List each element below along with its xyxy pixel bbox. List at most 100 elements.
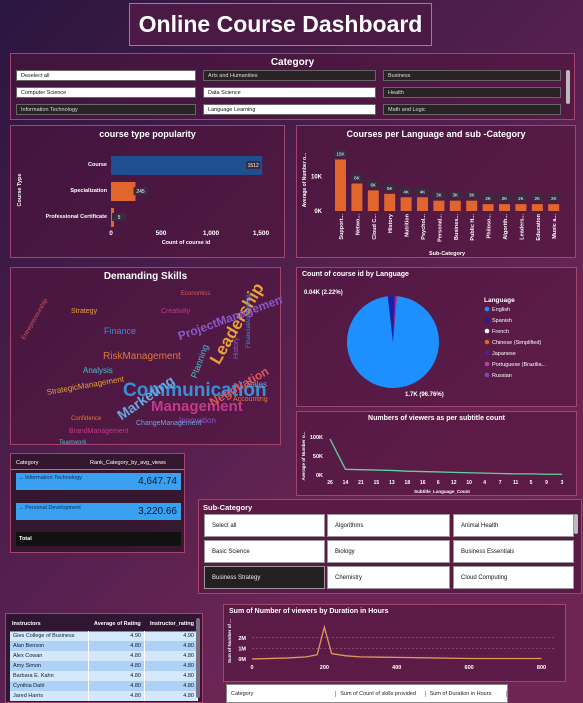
category-option-computer-science[interactable]: Computer Science [16, 87, 196, 98]
subcategory-option-chemistry[interactable]: Chemistry [327, 566, 450, 589]
duration-xtick: 600 [465, 665, 474, 671]
lang-bar [515, 204, 527, 211]
lang-data-label: 8K [354, 176, 360, 181]
lang-data-label: 4K [403, 189, 409, 194]
lang-data-label: 6K [371, 182, 377, 187]
ctp-bar [111, 156, 263, 175]
category-option-health[interactable]: Health [383, 87, 561, 98]
lang-category-label: Personal... [437, 214, 443, 242]
subcategory-option-animal-health[interactable]: Animal Health [453, 514, 574, 537]
instructors-row[interactable]: Barbara E. Kahn 4.80 4.80 [10, 671, 198, 681]
subcategory-scrollbar[interactable] [574, 514, 578, 534]
ctp-tick: 1,000 [203, 230, 220, 237]
pie-legend-marker [484, 306, 490, 312]
category-scrollbar[interactable] [566, 70, 570, 104]
instructors-row[interactable]: Alex Cowan 4.80 4.80 [10, 651, 198, 661]
instructors-name-cell: Cynthia Dahl [10, 681, 89, 691]
language-subcategory-chart: Courses per Language and sub -Category A… [296, 125, 576, 258]
subcategory-option-business-essentials[interactable]: Business Essentials [453, 540, 574, 563]
category-option-math-and-logic[interactable]: Math and Logic [383, 104, 561, 115]
pie-legend-label: Spanish [492, 318, 512, 324]
instructors-header-average-of-rating: Average of Rating [93, 620, 141, 627]
pie-legend-marker [484, 317, 490, 323]
rank-table-header: Category Rank_Category_by_avg_views [11, 454, 184, 470]
ctp-data-label-bg [246, 161, 261, 169]
ctp-ylabel: Course Type [17, 174, 23, 207]
lang-data-label-bg [448, 190, 462, 199]
ctp-data-label-bg [133, 187, 148, 195]
skill-word-innovation: Innovation [179, 416, 216, 425]
lang-bar [548, 204, 560, 211]
subcategory-option-select-all[interactable]: Select all [204, 514, 325, 537]
instructors-row[interactable]: Alan Benson 4.80 4.80 [10, 641, 198, 651]
lang-category-label: Music a... [552, 214, 558, 239]
instructors-row[interactable]: Amy Simon 4.80 4.80 [10, 661, 198, 671]
category-option-data-science[interactable]: Data Science [203, 87, 376, 98]
instructors-rating-cell: 4.80 [88, 651, 146, 661]
lang-ylabel: Average of Number o... [302, 152, 308, 207]
category-option-business[interactable]: Business [383, 70, 561, 81]
instructors-row[interactable]: Cynthia Dahl 4.80 4.80 [10, 681, 198, 691]
instructors-name-cell: Amy Simon [10, 661, 89, 671]
rank-table-row[interactable]: ⌄ Personal Development 3,220.66 [16, 503, 181, 520]
instructors-rating-cell: 4.80 [144, 661, 198, 671]
language-pie-svg: 0.04K (2.22%) 1.7K (96.76%) Language Englis… [304, 290, 547, 398]
lang-bar [531, 204, 543, 211]
instructors-row[interactable]: Gies College of Business 4.90 4.90 [10, 631, 198, 641]
lang-data-label-bg [481, 194, 495, 203]
lang-category-label: Public H... [470, 214, 476, 241]
subcategory-option-biology[interactable]: Biology [327, 540, 450, 563]
skill-word-creativity: Creativity [161, 308, 191, 315]
category-option-arts-and-humanities[interactable]: Arts and Humanities [203, 70, 376, 81]
skill-word-analysis: Analysis [83, 366, 113, 375]
pie-legend-label: Japanese [492, 351, 516, 357]
lang-data-label: 3K [436, 193, 442, 198]
lang-category-label: Algorith... [503, 214, 509, 240]
subcategory-option-basic-science[interactable]: Basic Science [204, 540, 325, 563]
language-subcategory-chart-title: Courses per Language and sub -Category [346, 129, 526, 139]
vs-xtick: 14 [343, 480, 349, 486]
duration-xtick: 400 [392, 665, 401, 671]
ctp-bar [111, 182, 136, 201]
duration-xtick: 800 [537, 665, 546, 671]
lang-data-label-bg [432, 190, 446, 199]
subcategory-option-business-strategy[interactable]: Business Strategy [204, 566, 325, 589]
rank-table-row[interactable]: ⌄ Information Technology 4,647.74 [16, 473, 181, 490]
instructors-rating-cell: 4.80 [144, 691, 198, 701]
ctp-data-label: 5 [118, 215, 121, 221]
category-option-information-technology[interactable]: Information Technology [16, 104, 196, 115]
ctp-category-label: Professional Certificate [46, 214, 107, 220]
vs-xtick: 4 [483, 480, 486, 486]
instructors-scrollbar[interactable] [196, 618, 200, 698]
page-title: Online Course Dashboard [138, 11, 423, 37]
lang-bar [466, 200, 478, 211]
rank-row-value: 3,220.66 [138, 506, 177, 517]
pie-legend-marker [484, 350, 490, 356]
lang-data-label-bg [514, 194, 528, 203]
vs-xtick: 12 [451, 480, 457, 486]
ctp-tick: 1,500 [253, 230, 270, 237]
lang-data-label-bg [366, 180, 380, 189]
lang-category-label: History [388, 213, 394, 233]
category-option-language-learning[interactable]: Language Learning [203, 104, 376, 115]
ctp-category-label: Course [88, 162, 107, 168]
lang-data-label: 3K [453, 193, 459, 198]
lang-bar [499, 204, 510, 211]
skill-word-communication: Communication [123, 380, 267, 401]
subcategory-option-cloud-computing[interactable]: Cloud Computing [453, 566, 574, 589]
vs-ytick: 50K [313, 454, 323, 460]
instructors-row[interactable]: Jared Harris 4.80 4.80 [10, 691, 198, 701]
subcategory-slicer: Sub-Category Select all Algorithms Animal … [198, 499, 582, 594]
lang-category-label: Education [536, 213, 542, 240]
category-option-deselect-all[interactable]: Deselect all [16, 70, 196, 81]
subcategory-option-algorithms[interactable]: Algorithms [327, 514, 450, 537]
language-pie-title: Count of course id by Language [302, 271, 409, 278]
viewers-subtitle-chart: Numbers of viewers as per subtitle count… [296, 411, 577, 496]
lang-data-label: 3K [469, 193, 475, 198]
lang-ytick: 0K [314, 209, 322, 215]
ctp-category-label: Specialization [70, 188, 107, 194]
duration-xtick: 0 [250, 665, 253, 671]
category-slicer-title: Category [270, 57, 315, 68]
instructors-header-row: Instructors Average of Rating Instructor_r… [10, 617, 198, 631]
rank-row-category: ⌄ Personal Development [19, 505, 81, 511]
